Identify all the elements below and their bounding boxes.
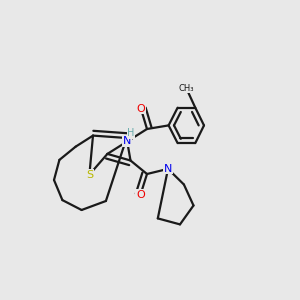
Text: CH₃: CH₃ [178,84,194,93]
Text: N: N [164,164,172,174]
Text: O: O [136,190,145,200]
Text: S: S [86,169,93,180]
Text: H: H [127,128,134,138]
Text: N: N [123,136,131,146]
Text: O: O [136,104,146,114]
